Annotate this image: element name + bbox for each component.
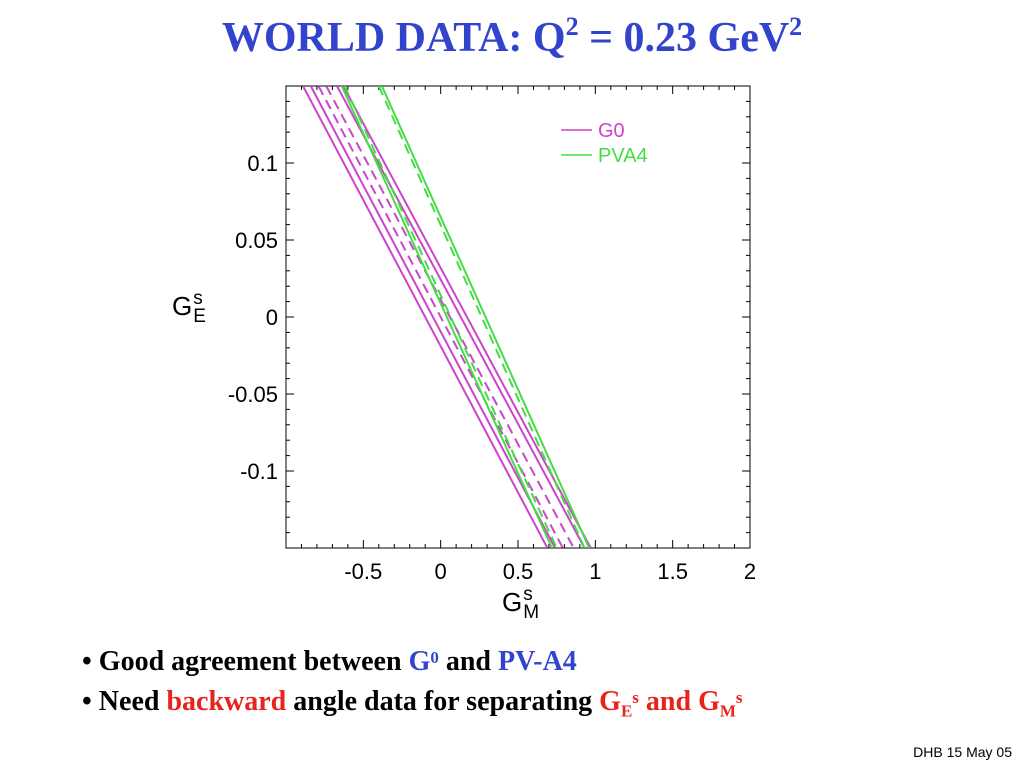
x-axis-label-sup: s: [523, 584, 533, 605]
series-pva4-line-3: [377, 86, 586, 548]
bullet-1-g-sup: 0: [430, 648, 439, 667]
bullet-2-ge-sub: E: [620, 701, 633, 721]
series-g0-line-5: [336, 86, 586, 548]
series-g0-line-1: [302, 86, 549, 548]
title-sup-2: 2: [789, 12, 803, 41]
bullet-2: • Need backward angle data for separatin…: [82, 682, 743, 732]
y-tick-label: 0.05: [235, 228, 278, 253]
series-pva4-line-4: [380, 86, 591, 548]
title-mid: = 0.23 GeV: [578, 15, 790, 61]
bullet-2-gm-sub: M: [719, 701, 736, 721]
chart-svg: -0.5 0 0.5 1 1.5 2 -0.1 -0.05 0 0.05 0.1 G0 PVA4: [228, 85, 756, 584]
legend-label-pva4: PVA4: [598, 145, 648, 167]
series-g0-line-6: [342, 86, 592, 548]
bullet-2-gm: GMs: [698, 686, 743, 721]
legend-label-g0: G0: [598, 120, 625, 142]
bullet-2-backward: backward: [166, 686, 287, 717]
bullet-2-gm-sup: s: [735, 688, 743, 707]
bullet-1-g: G: [408, 646, 431, 677]
bullet-1-pva4: PV-A4: [498, 646, 577, 677]
series-pva4-line-2: [343, 86, 558, 548]
y-axis-label-sup: s: [193, 288, 203, 309]
bullet-1: • Good agreement between G0 and PV-A4: [82, 642, 743, 682]
y-axis-label-main: G: [172, 290, 193, 321]
bullet-2-text: • Need: [82, 686, 167, 717]
bullet-list: • Good agreement between G0 and PV-A4 • …: [82, 642, 743, 732]
bullet-1-text: • Good agreement between: [82, 646, 409, 677]
title-sup-1: 2: [565, 12, 579, 41]
bullet-1-and: and: [438, 646, 498, 677]
slide-title: WORLD DATA: Q2 = 0.23 GeV2: [0, 12, 1024, 62]
footer-text: DHB 15 May 05: [913, 744, 1012, 760]
x-tick-label: 0.5: [503, 559, 534, 584]
x-tick-label: 2: [744, 559, 756, 584]
x-tick-label: 1.5: [657, 559, 688, 584]
title-text: WORLD DATA: Q: [221, 15, 566, 61]
x-axis-label-sub: M: [523, 602, 540, 623]
series-g0-line-4: [325, 86, 575, 548]
y-tick-label: -0.1: [240, 459, 278, 484]
bullet-1-g0: G0: [409, 646, 439, 677]
y-tick-label: 0.1: [247, 151, 278, 176]
bullet-2-ge-sup: s: [632, 688, 639, 707]
series-g0-line-2: [309, 86, 557, 548]
y-tick-label: -0.05: [228, 382, 278, 407]
series-pva4-line-1: [340, 86, 553, 548]
bullet-2-and: and: [638, 686, 699, 717]
y-tick-label: 0: [266, 305, 278, 330]
y-axis-label-sub: E: [193, 306, 206, 327]
series-g0-line-3: [317, 86, 564, 548]
x-tick-label: 0: [435, 559, 447, 584]
bullet-2-gm-g: G: [698, 686, 720, 717]
x-axis-label-main: G: [502, 586, 523, 617]
x-tick-label: -0.5: [344, 559, 382, 584]
bullet-2-mid: angle data for separating: [286, 686, 600, 717]
x-tick-label: 1: [589, 559, 601, 584]
bullet-2-ge: GEs: [599, 686, 639, 721]
bullet-2-ge-g: G: [599, 686, 621, 717]
